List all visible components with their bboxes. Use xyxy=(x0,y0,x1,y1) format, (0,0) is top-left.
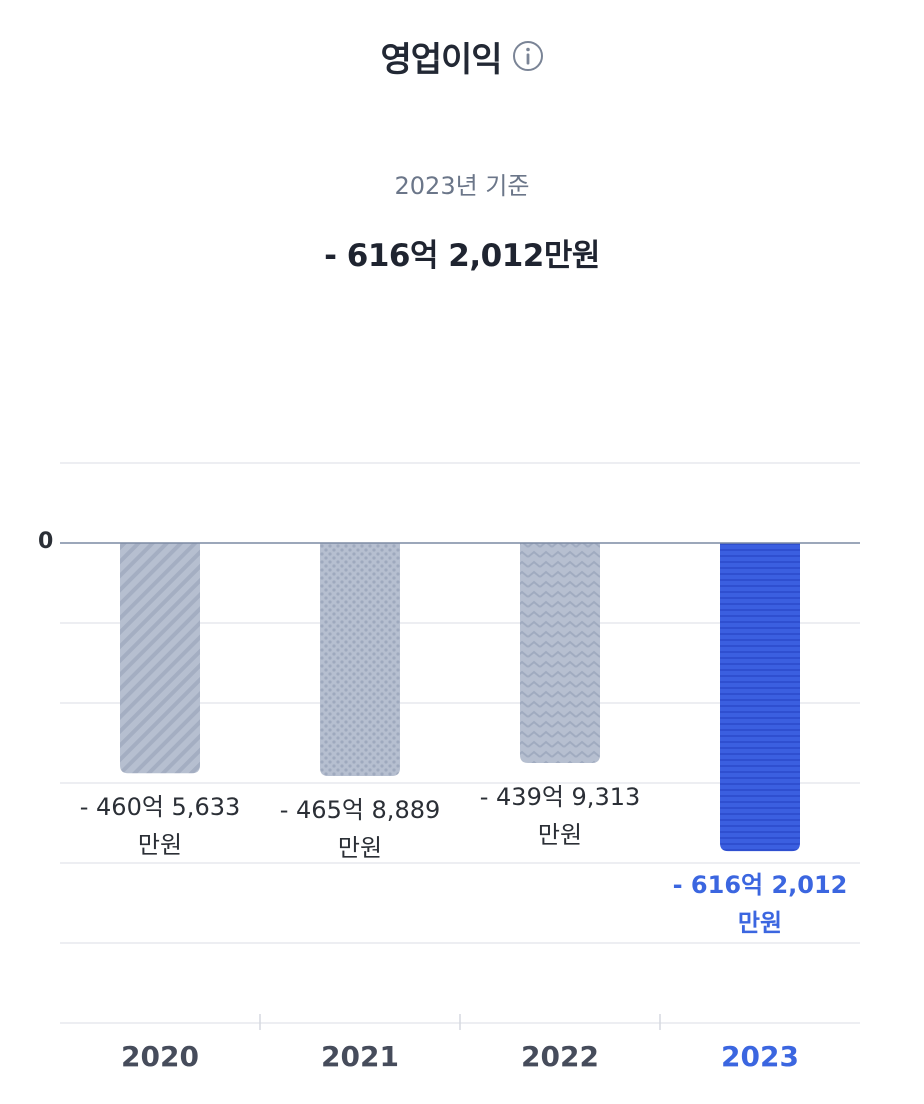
x-tick-label-2021: 2021 xyxy=(321,1040,399,1073)
data-label-2023: - 616억 2,012 만원 xyxy=(660,866,860,942)
data-label-unit: 만원 xyxy=(737,909,783,938)
x-tick-label-2023: 2023 xyxy=(721,1040,799,1073)
data-label-value: - 465억 8,889 xyxy=(279,795,441,824)
title-row: 영업이익 xyxy=(0,30,924,82)
data-label-value: - 439억 9,313 xyxy=(479,782,641,811)
bar-2023[interactable] xyxy=(720,543,800,852)
data-label-2020: - 460억 5,633 만원 xyxy=(60,788,260,864)
data-label-value: - 616억 2,012 xyxy=(672,871,848,900)
info-circle-icon[interactable] xyxy=(512,40,544,72)
data-label-2022: - 439억 9,313 만원 xyxy=(460,778,660,854)
basis-label: 2023년 기준 xyxy=(394,172,530,200)
x-tick-label-2020: 2020 xyxy=(121,1040,199,1073)
page-title: 영업이익 xyxy=(380,39,502,80)
data-label-unit: 만원 xyxy=(137,831,183,860)
data-label-unit: 만원 xyxy=(337,833,383,862)
bar-2022[interactable] xyxy=(520,543,600,763)
data-label-2021: - 465억 8,889 만원 xyxy=(260,791,460,867)
y-tick-label-zero: 0 xyxy=(38,529,54,554)
data-label-value: - 460억 5,633 xyxy=(79,793,241,822)
headline-value: - 616억 2,012만원 xyxy=(324,238,600,274)
bar-2021[interactable] xyxy=(320,543,400,776)
bar-2020[interactable] xyxy=(120,543,200,774)
data-label-unit: 만원 xyxy=(537,820,583,849)
x-tick-label-2022: 2022 xyxy=(521,1040,599,1073)
